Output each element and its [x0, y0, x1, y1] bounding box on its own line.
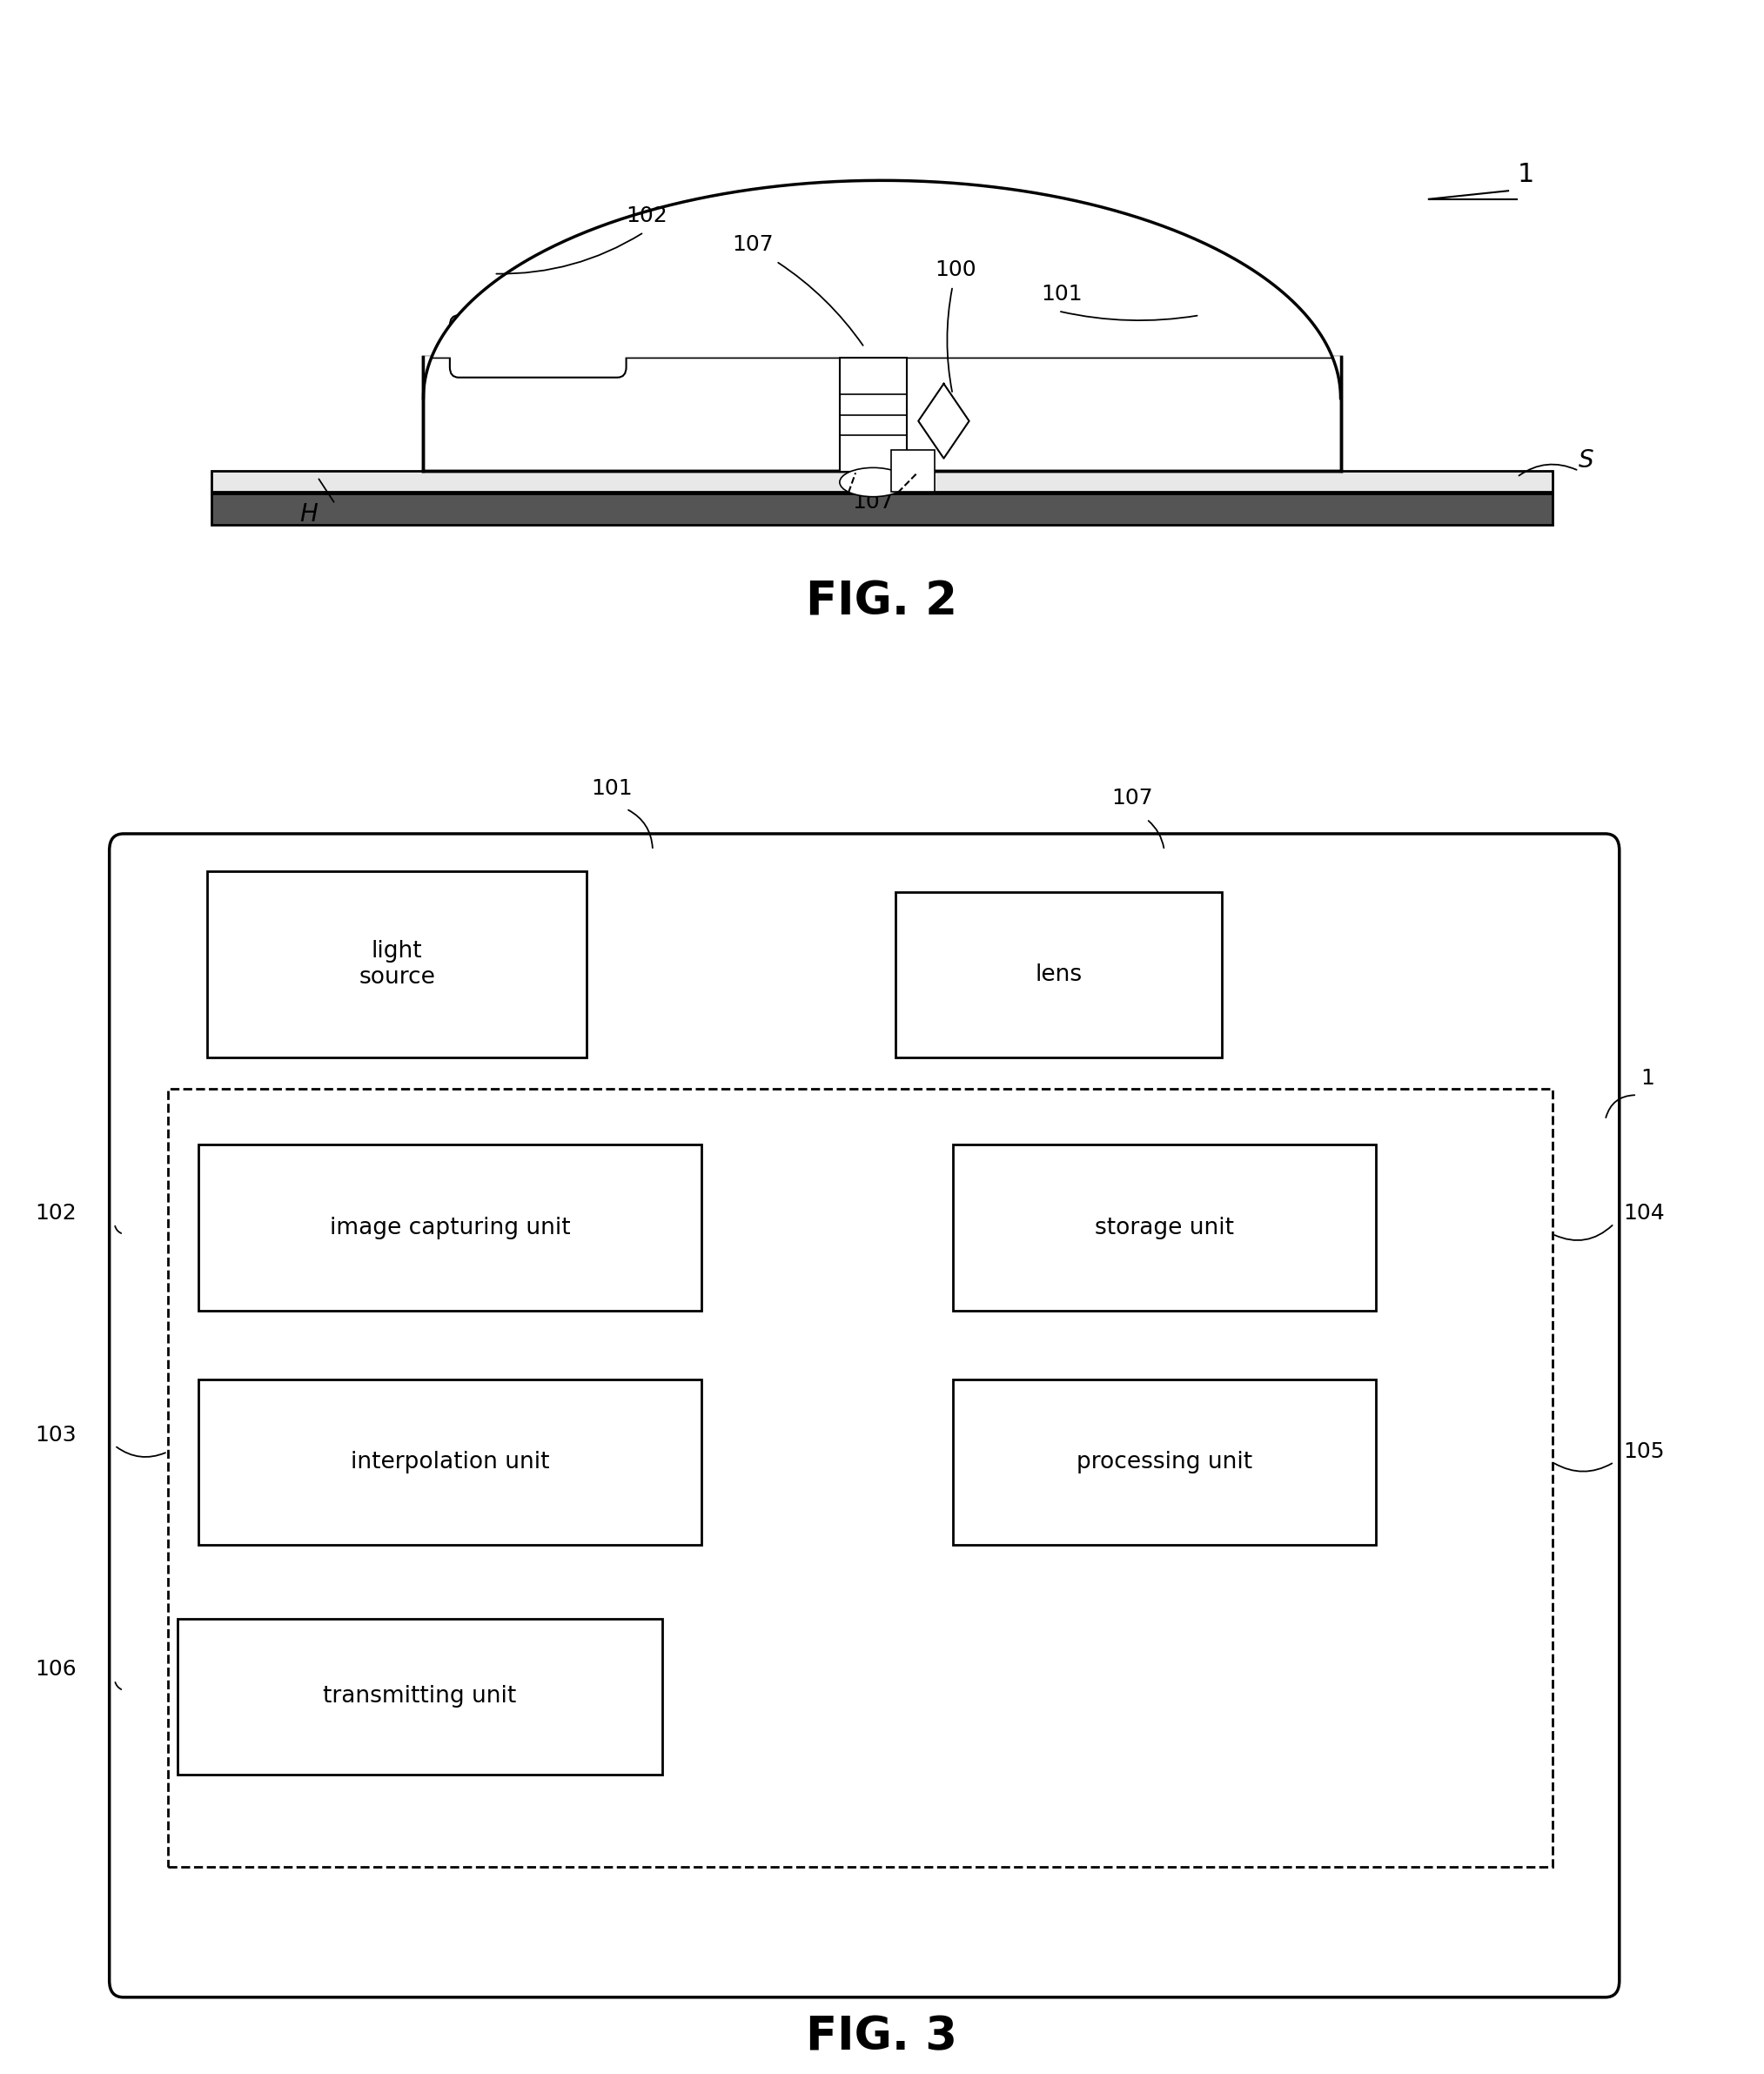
Text: 106: 106	[35, 1659, 78, 1680]
FancyBboxPatch shape	[953, 1145, 1376, 1311]
Text: transmitting unit: transmitting unit	[323, 1686, 517, 1707]
FancyBboxPatch shape	[199, 1145, 702, 1311]
Text: 100: 100	[935, 259, 975, 280]
Text: storage unit: storage unit	[1095, 1217, 1233, 1238]
Text: FIG. 2: FIG. 2	[806, 579, 958, 624]
Text: 102: 102	[35, 1203, 78, 1224]
Text: 107: 107	[1111, 788, 1152, 809]
Text: 104: 104	[1623, 1203, 1665, 1224]
Polygon shape	[919, 384, 968, 458]
FancyBboxPatch shape	[450, 315, 626, 377]
Text: 1: 1	[1641, 1068, 1655, 1089]
Text: 107: 107	[852, 492, 893, 512]
Text: 101: 101	[1041, 284, 1081, 305]
Text: H: H	[300, 502, 318, 527]
Text: image capturing unit: image capturing unit	[330, 1217, 570, 1238]
Text: S: S	[1579, 448, 1595, 473]
Ellipse shape	[840, 467, 907, 496]
Text: 1: 1	[1517, 162, 1535, 187]
FancyBboxPatch shape	[891, 450, 935, 492]
Text: 105: 105	[1623, 1441, 1663, 1462]
FancyBboxPatch shape	[199, 1379, 702, 1545]
Text: 101: 101	[591, 778, 632, 798]
Text: processing unit: processing unit	[1076, 1452, 1252, 1473]
Text: light
source: light source	[358, 940, 436, 989]
Text: lens: lens	[1035, 964, 1081, 985]
FancyBboxPatch shape	[109, 834, 1619, 1997]
Text: 102: 102	[626, 205, 669, 226]
FancyBboxPatch shape	[208, 871, 587, 1058]
FancyBboxPatch shape	[212, 494, 1552, 525]
FancyBboxPatch shape	[212, 471, 1552, 492]
FancyBboxPatch shape	[423, 357, 1341, 471]
FancyBboxPatch shape	[894, 892, 1221, 1058]
Text: FIG. 3: FIG. 3	[806, 2014, 958, 2059]
Text: 103: 103	[35, 1425, 76, 1446]
FancyBboxPatch shape	[176, 1618, 663, 1775]
Text: interpolation unit: interpolation unit	[351, 1452, 549, 1473]
Polygon shape	[423, 180, 1341, 398]
Text: 107: 107	[732, 234, 773, 255]
FancyBboxPatch shape	[840, 357, 907, 471]
FancyBboxPatch shape	[953, 1379, 1376, 1545]
